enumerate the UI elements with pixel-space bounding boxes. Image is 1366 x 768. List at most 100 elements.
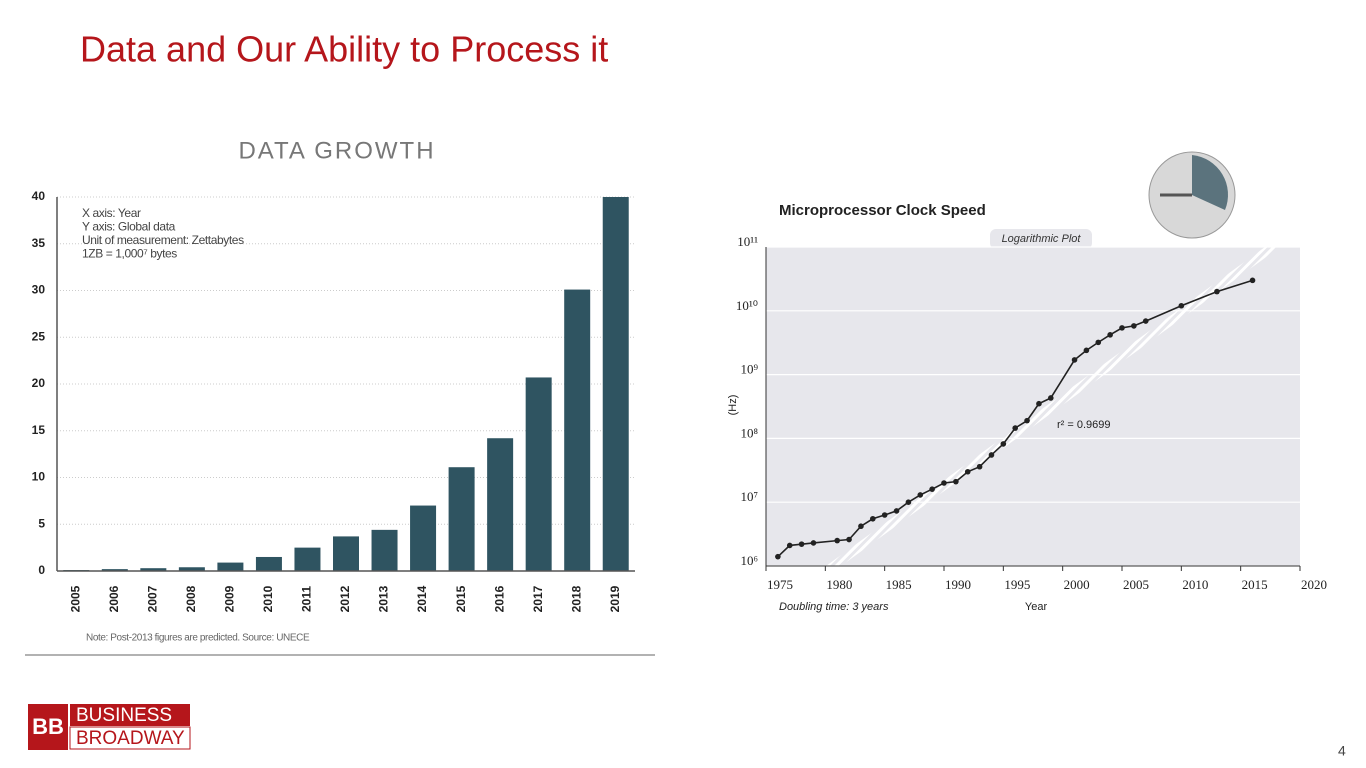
bar [140,568,167,571]
page-number: 4 [1338,743,1346,759]
chart-title: Microprocessor Clock Speed [779,202,986,219]
annotation: Unit of measurement: Zettabytes [82,233,244,247]
x-tick-label: 2007 [146,585,160,612]
point [881,512,888,518]
x-tick-label: 2010 [261,585,275,612]
clock-icon [1148,151,1236,239]
logo-line: BROADWAY [76,728,185,749]
x-tick-label: 2008 [184,585,198,612]
slide-title: Data and Our Ability to Process it [80,29,608,70]
x-tick-label: 1980 [826,577,852,592]
y-tick-label: 10¹¹ [737,234,758,249]
point [1000,441,1007,447]
subtitle-tab [990,229,1092,249]
x-tick-label: 2018 [569,585,583,612]
point [1024,417,1030,424]
point [786,542,793,549]
y-tick-label: 0 [38,563,45,577]
point [1178,302,1185,309]
point [858,523,864,530]
point [905,499,912,506]
x-tick-label: 2013 [377,585,391,612]
point [1036,400,1042,407]
y-tick-label: 25 [32,329,46,343]
point [1095,339,1102,346]
subtitle: Logarithmic Plot [1002,233,1082,245]
bar [255,556,282,571]
point [834,537,840,544]
trend-band [826,247,1280,566]
bar [487,438,514,571]
point [798,541,805,547]
bar [371,529,398,571]
bar [217,562,244,571]
point [988,452,995,458]
logo-line: BUSINESS [76,705,172,726]
x-tick-label: 2005 [1123,577,1149,592]
bar [294,547,321,571]
point [870,515,876,522]
point [1083,347,1090,354]
point [917,492,924,498]
y-tick-label: 35 [32,236,46,250]
point [1249,277,1256,284]
point [775,553,781,560]
point [1012,425,1018,431]
x-tick-label: 1995 [1004,577,1030,592]
logo: BB BUSINESS BROADWAY [28,704,191,750]
point [810,540,817,546]
y-tick-label: 10⁶ [740,553,758,568]
bar [410,505,437,571]
x-tick-label: 1975 [767,577,793,592]
y-tick-label: 10⁷ [740,489,758,504]
point [1119,325,1125,331]
x-tick-label: 2010 [1182,577,1208,592]
x-tick-label: 2020 [1301,577,1327,592]
x-tick-label: 2000 [1064,577,1090,592]
logo-bottom-bg [69,726,191,750]
x-tick-label: 2012 [338,585,352,612]
logo-top-bg [70,704,190,726]
x-tick-label: 2019 [608,585,622,612]
x-tick-label: 2015 [1242,577,1268,592]
y-tick-label: 30 [32,283,46,297]
point [941,480,947,486]
annotation: X axis: Year [82,206,141,220]
x-tick-label: 1990 [945,577,971,592]
logo-mark-bg [28,704,68,750]
annotation: r² = 0.9699 [1057,419,1111,431]
point [976,463,983,470]
point [1107,332,1113,338]
y-tick-label: 5 [38,516,45,530]
bar [101,569,128,571]
bar [602,197,629,571]
point [893,508,900,514]
logo-mark: BB [32,714,64,739]
chart-title: DATA GROWTH [238,137,435,164]
y-tick-label: 10¹⁰ [736,298,758,313]
bar [178,567,205,571]
point [1071,357,1078,363]
point [1048,395,1054,401]
plot-bg [766,247,1300,566]
bar [564,289,591,571]
x-tick-label: 2006 [107,585,121,612]
point [846,536,852,543]
note: Note: Post-2013 figures are predicted. S… [86,633,310,644]
point [1142,318,1149,324]
x-tick-label: 2017 [531,585,545,612]
x-tick-label: 2011 [300,586,314,612]
bar [448,467,475,571]
x-tick-label: 2014 [415,585,429,612]
point [1214,288,1220,295]
annotation: 1ZB = 1,000⁷ bytes [82,247,177,261]
x-tick-label: 2015 [454,585,468,612]
annotation: Doubling time: 3 years [779,601,889,613]
y-tick-label: 15 [32,423,46,437]
point [929,486,935,492]
point [1131,323,1137,329]
y-tick-label: 10⁹ [740,362,758,377]
y-tick-label: 40 [32,189,46,203]
y-tick-label: 10 [32,470,46,484]
